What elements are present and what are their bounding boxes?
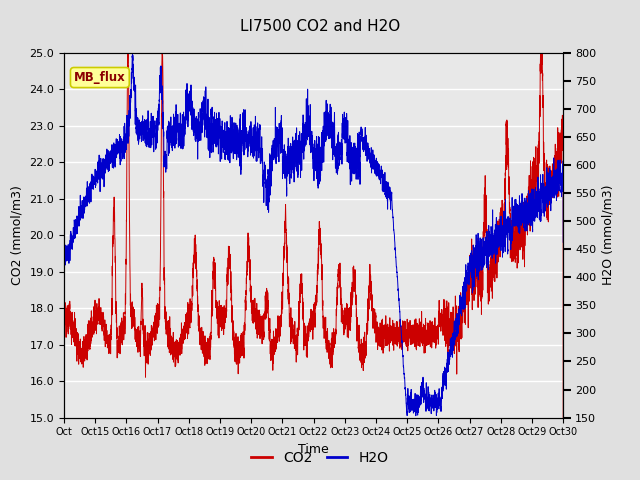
- Legend: CO2, H2O: CO2, H2O: [246, 445, 394, 471]
- X-axis label: Time: Time: [298, 443, 329, 456]
- Y-axis label: H2O (mmol/m3): H2O (mmol/m3): [602, 185, 614, 286]
- Text: MB_flux: MB_flux: [74, 71, 125, 84]
- Text: LI7500 CO2 and H2O: LI7500 CO2 and H2O: [240, 19, 400, 34]
- Y-axis label: CO2 (mmol/m3): CO2 (mmol/m3): [11, 185, 24, 285]
